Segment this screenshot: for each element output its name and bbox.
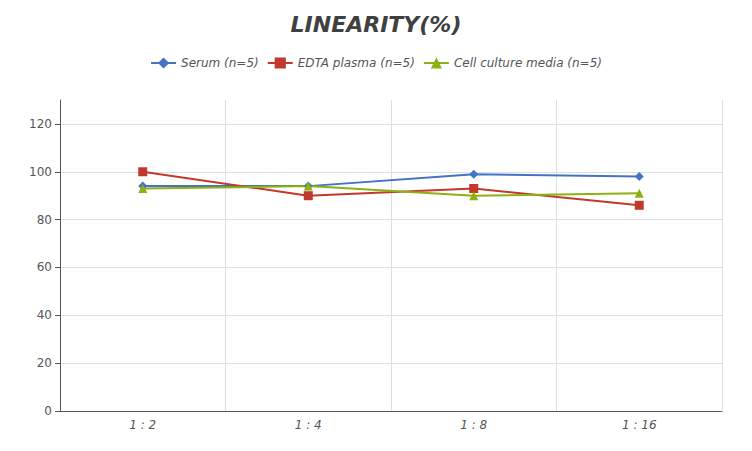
svg-text:Cell culture media (n=5): Cell culture media (n=5) [454, 56, 602, 70]
svg-text:1 : 8: 1 : 8 [460, 418, 487, 432]
svg-text:80: 80 [37, 213, 52, 227]
svg-text:60: 60 [37, 260, 52, 274]
svg-text:0: 0 [44, 404, 52, 418]
svg-text:120: 120 [29, 117, 52, 131]
svg-text:Serum (n=5): Serum (n=5) [181, 56, 259, 70]
svg-text:LINEARITY(%): LINEARITY(%) [291, 12, 462, 37]
svg-text:1 : 2: 1 : 2 [129, 418, 156, 432]
svg-text:40: 40 [37, 308, 52, 322]
svg-text:100: 100 [29, 165, 52, 179]
svg-text:1 : 16: 1 : 16 [622, 418, 657, 432]
svg-text:1 : 4: 1 : 4 [295, 418, 322, 432]
svg-text:EDTA plasma (n=5): EDTA plasma (n=5) [298, 56, 415, 70]
svg-text:20: 20 [37, 356, 52, 370]
